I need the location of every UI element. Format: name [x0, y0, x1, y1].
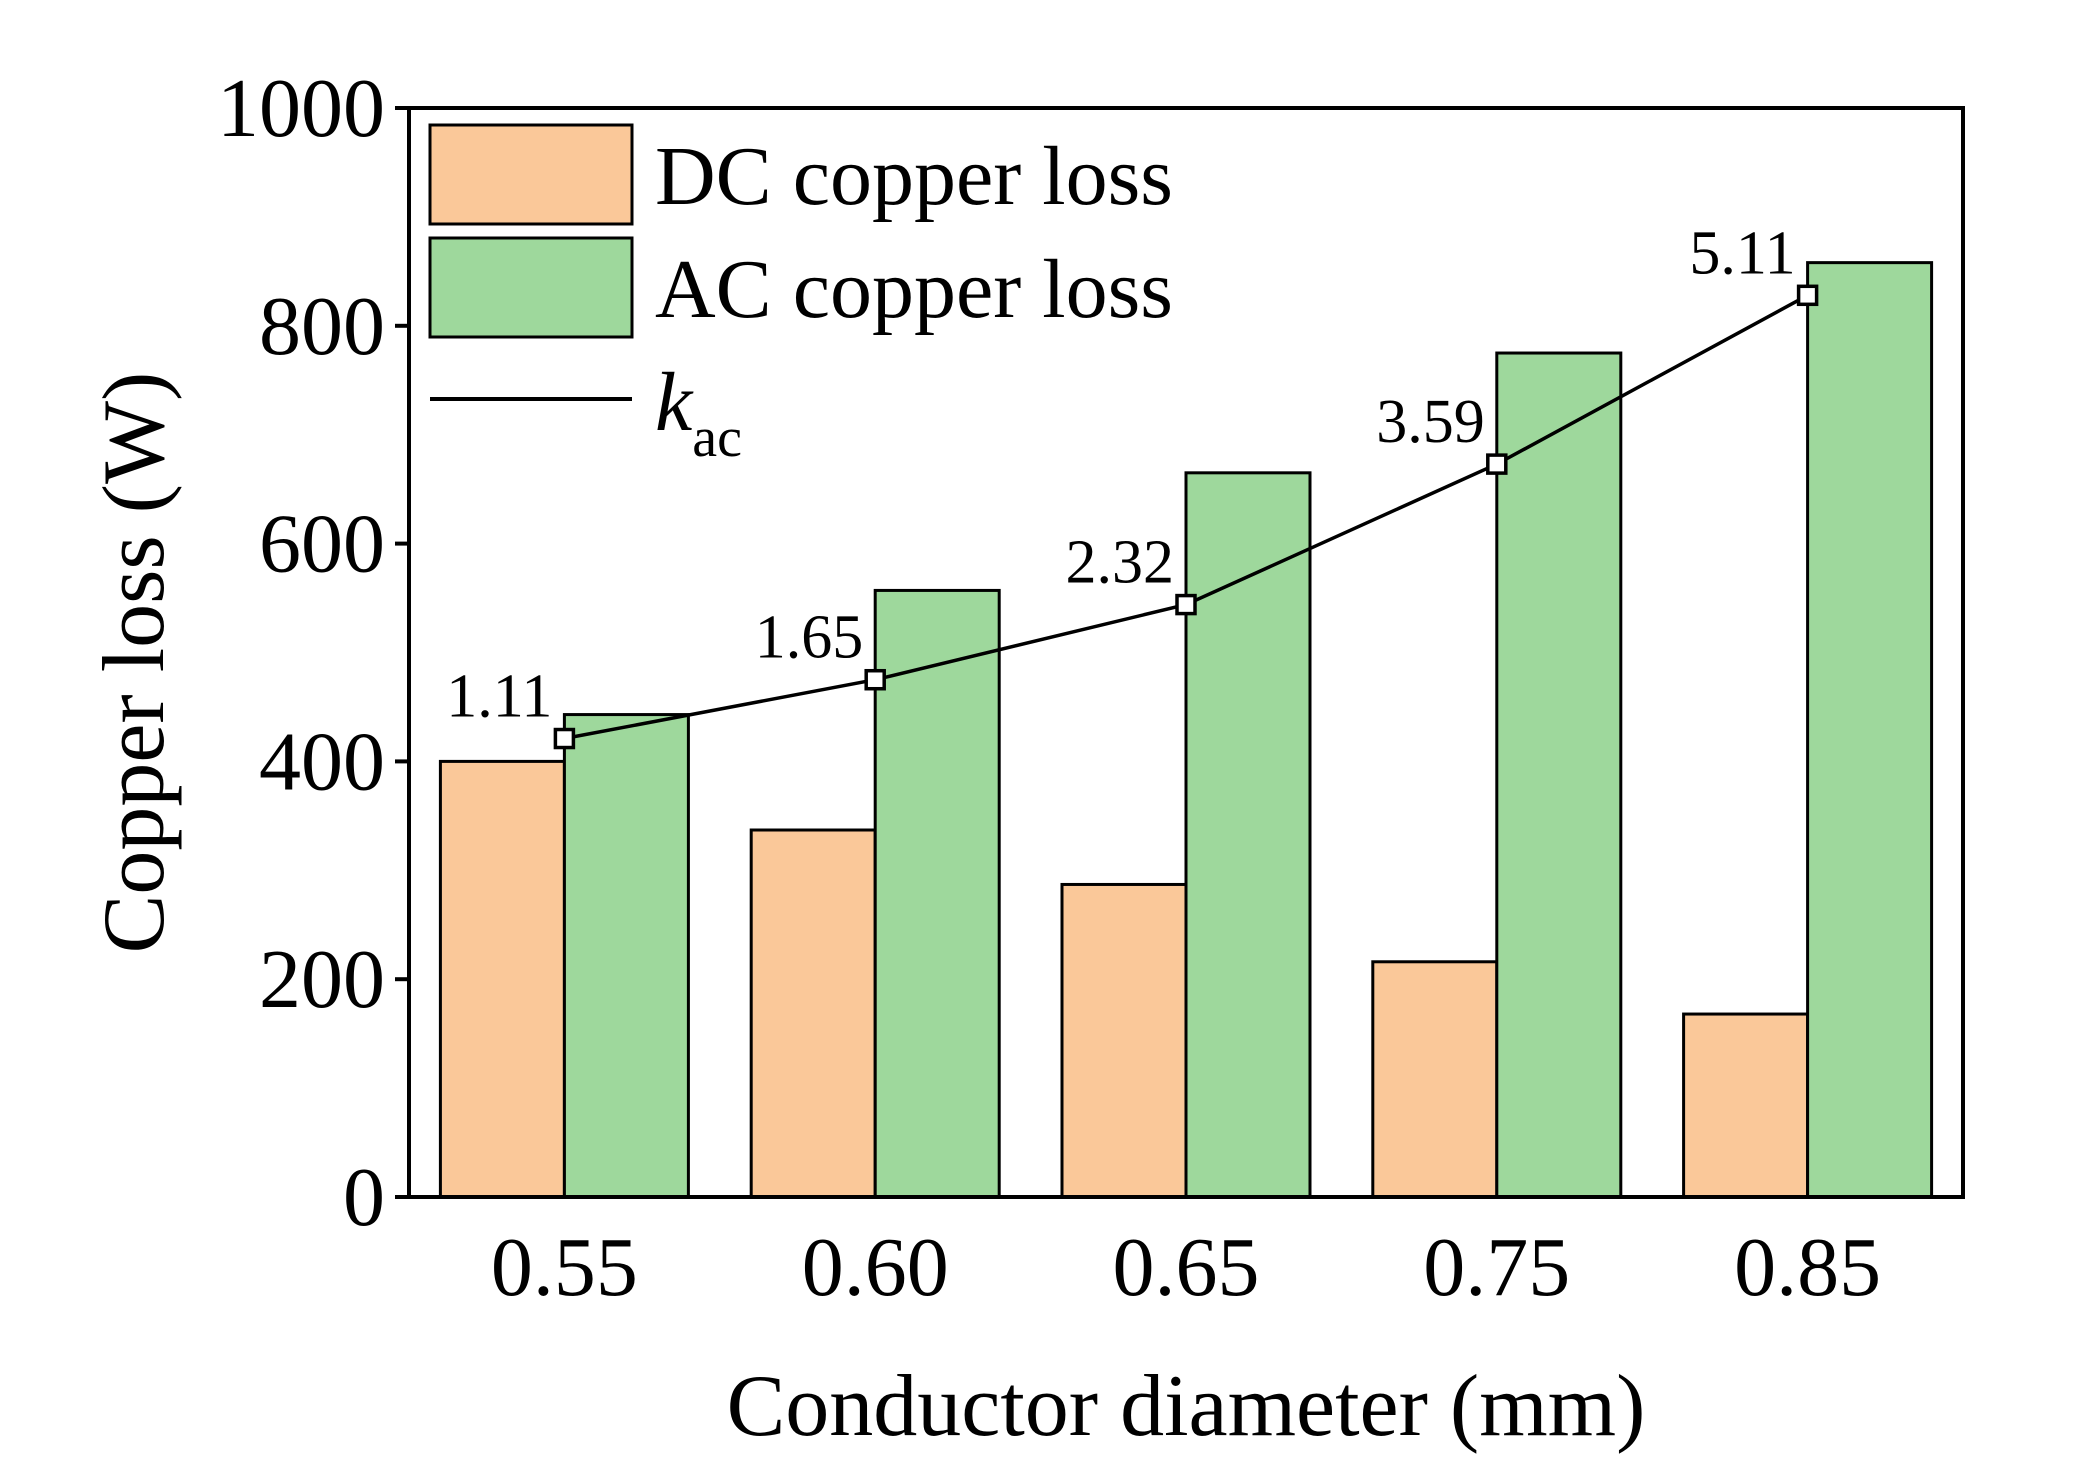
ac-copper-loss-bar [1806, 261, 1934, 1199]
dc-copper-loss-bar [1060, 882, 1188, 1199]
y-tick-label: 400 [259, 715, 385, 808]
kac-line-layer: 1.11 1.65 2.32 3.59 5.11 [446, 219, 1819, 750]
dc-copper-loss-bar [749, 828, 877, 1199]
kac-point [1796, 284, 1819, 307]
kac-data-label: 1.65 [755, 604, 864, 672]
y-tick-label: 200 [259, 933, 385, 1026]
legend-label-ac: AC copper loss [655, 243, 1173, 336]
x-axis-ticks: 0.55 0.60 0.65 0.75 0.85 [491, 1221, 1881, 1314]
legend-swatch-dc [428, 123, 634, 226]
y-tick-label: 800 [259, 280, 385, 373]
kac-data-label: 1.11 [446, 663, 552, 731]
legend: DC copper loss AC copper loss kac [428, 123, 1173, 469]
legend-label-kac: kac [655, 356, 742, 469]
ac-copper-loss-bar [562, 713, 690, 1199]
bars-layer [438, 261, 1934, 1199]
y-tick-label: 0 [343, 1151, 385, 1244]
kac-point [1486, 453, 1508, 475]
kac-point [864, 668, 886, 691]
legend-label-dc: DC copper loss [655, 130, 1173, 223]
x-tick-label: 0.55 [491, 1221, 638, 1314]
x-tick-label: 0.85 [1734, 1221, 1881, 1314]
x-tick-label: 0.75 [1423, 1221, 1570, 1314]
kac-point [1175, 593, 1197, 616]
kac-data-label: 2.32 [1066, 529, 1175, 597]
legend-swatch-ac [428, 236, 634, 339]
kac-data-label: 5.11 [1689, 219, 1795, 287]
ac-copper-loss-bar [1495, 351, 1623, 1199]
plot-frame [407, 106, 1965, 1199]
y-axis-title: Copper loss (W) [86, 372, 183, 954]
kac-data-label: 3.59 [1376, 388, 1485, 456]
ac-copper-loss-bar [873, 588, 1001, 1199]
y-axis-ticks: 0 200 400 600 800 1000 [217, 62, 409, 1244]
y-tick-label: 600 [259, 498, 385, 591]
x-tick-label: 0.60 [802, 1221, 949, 1314]
dc-copper-loss-bar [1371, 960, 1499, 1199]
dc-copper-loss-bar [438, 759, 566, 1199]
kac-point [553, 727, 576, 750]
dc-copper-loss-bar [1682, 1012, 1810, 1199]
x-axis-title: Conductor diameter (mm) [727, 1358, 1646, 1455]
x-tick-label: 0.65 [1113, 1221, 1260, 1314]
y-tick-label: 1000 [217, 62, 385, 155]
ac-copper-loss-bar [1184, 471, 1312, 1199]
